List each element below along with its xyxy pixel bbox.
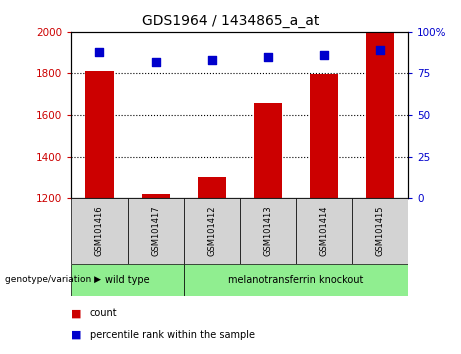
Point <box>96 49 103 55</box>
Bar <box>71 198 128 264</box>
Text: GSM101416: GSM101416 <box>95 206 104 256</box>
Point <box>264 54 272 59</box>
Bar <box>128 198 183 264</box>
Text: GSM101414: GSM101414 <box>319 206 328 256</box>
Text: GSM101415: GSM101415 <box>375 206 384 256</box>
Text: GSM101412: GSM101412 <box>207 206 216 256</box>
Bar <box>366 32 394 198</box>
Bar <box>183 198 240 264</box>
Bar <box>296 198 352 264</box>
Text: GSM101413: GSM101413 <box>263 206 272 256</box>
Text: percentile rank within the sample: percentile rank within the sample <box>90 330 255 339</box>
Text: genotype/variation ▶: genotype/variation ▶ <box>5 275 100 284</box>
Text: wild type: wild type <box>105 275 150 285</box>
Bar <box>352 198 408 264</box>
Point <box>152 59 160 65</box>
Bar <box>310 74 338 198</box>
Point <box>320 52 327 58</box>
Bar <box>254 103 282 198</box>
Bar <box>71 264 183 296</box>
Bar <box>142 194 170 198</box>
Text: melanotransferrin knockout: melanotransferrin knockout <box>228 275 363 285</box>
Text: ■: ■ <box>71 330 85 339</box>
Point <box>208 57 215 63</box>
Point <box>376 47 384 53</box>
Bar <box>183 264 408 296</box>
Text: GDS1964 / 1434865_a_at: GDS1964 / 1434865_a_at <box>142 14 319 28</box>
Bar <box>85 72 113 198</box>
Bar <box>198 177 226 198</box>
Text: count: count <box>90 308 118 318</box>
Text: ■: ■ <box>71 308 85 318</box>
Bar <box>240 198 296 264</box>
Text: GSM101417: GSM101417 <box>151 206 160 256</box>
